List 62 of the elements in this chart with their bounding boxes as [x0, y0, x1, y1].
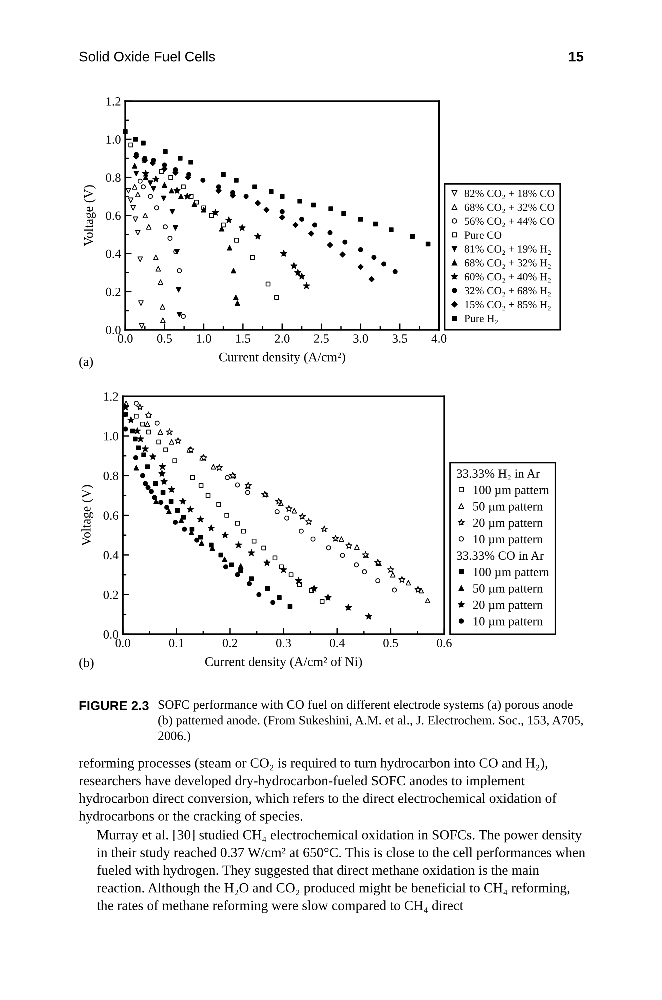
- text: reforming processes (steam or CO₂ is required to turn hydrocarbon into CO and H₂), researchers have developed dry-hydrocarbon-fueled SOFC anodes to implement hydrocarbon direct conversion, which refers to the direct electrochemical oxidation of hydrocarbons or the cracking of species.: [79, 758, 557, 824]
- legend-label: Pure CO: [464, 232, 502, 239]
- y-axis-title: Voltage (V): [82, 485, 94, 546]
- legend-label: 56% CO₂ + 44% CO: [465, 218, 555, 228]
- legend-label: 20 µm pattern: [473, 600, 543, 612]
- y-tick-label: 1.0: [106, 136, 121, 144]
- legend-label: 32% CO₂ + 68% H₂: [464, 287, 551, 297]
- y-tick-label: 0.0: [106, 326, 121, 335]
- y-tick-label: 0.8: [106, 174, 121, 182]
- y-tick-label: 1.2: [104, 392, 118, 402]
- legend-label: 68% CO₂ + 32% CO: [464, 204, 555, 214]
- legend-label: 81% CO₂ + 19% H₂: [464, 246, 551, 255]
- x-tick-label: 3.0: [354, 334, 368, 344]
- y-tick-label: 0.2: [106, 288, 121, 296]
- x-tick-label: 1.5: [236, 334, 250, 344]
- legend-label: 82% CO₂ + 18% CO: [464, 190, 555, 200]
- text: Murray et al. [30] studied CH₄ electrochemical oxidation in SOFCs. The power density in their study reached 0.37 W/cm² at 650°C. This is close to the cell performances when fueled with hydrogen. They suggested that direct methane oxidation is the main reaction. Although the H₂O and CO₂ produced might be beneficial to CH₄ reforming, the rates of methane reforming were slow compared to CH₄ direct: [97, 830, 586, 914]
- x-tick-label: 0.4: [330, 639, 345, 648]
- text: Solid Oxide Fuel Cells: [80, 52, 216, 62]
- legend-label: 15% CO₂ + 85% H₂: [465, 301, 551, 311]
- y-tick-label: 0.4: [104, 551, 119, 560]
- x-tick-label: 2.0: [275, 334, 290, 344]
- text: SOFC performance with CO fuel on different electrode systems (a) porous anode (b) patterned anode. (From Sukeshini, A.M. et al., J. Electrochem. Soc., 153, A705, 2006.): [158, 700, 584, 743]
- x-tick-label: 0.5: [157, 334, 172, 344]
- x-tick-label: 1.0: [197, 334, 212, 344]
- text: 33.33% H₂ in Ar: [457, 470, 540, 480]
- legend-label: 50 µm pattern: [474, 584, 543, 596]
- y-tick-label: 0.4: [106, 250, 122, 258]
- y-tick-label: 0.0: [104, 630, 118, 640]
- legend-label: 20 µm pattern: [473, 518, 543, 530]
- x-tick-label: 0.2: [222, 639, 238, 648]
- x-tick-label: 4.0: [432, 334, 447, 344]
- legend-label: 10 µm pattern: [474, 617, 543, 628]
- x-tick-label: 0.0: [118, 334, 133, 344]
- y-axis-title: Voltage (V): [84, 185, 96, 246]
- text: 33.33% CO in Ar: [457, 552, 544, 560]
- x-tick-label: 0.6: [437, 639, 452, 648]
- y-tick-label: 0.6: [104, 512, 119, 520]
- x-tick-label: 2.5: [314, 334, 329, 344]
- y-tick-label: 0.6: [106, 212, 121, 220]
- caption: FIGURE 2.3: [80, 701, 149, 710]
- x-axis-title: Current density (A/cm²): [219, 352, 346, 364]
- legend-label: 10 µm pattern: [474, 535, 543, 546]
- legend-label: 50 µm pattern: [474, 502, 543, 514]
- legend-label: 60% CO₂ + 40% H₂: [464, 273, 551, 283]
- legend-label: Pure H₂: [464, 315, 498, 324]
- text: (a): [80, 357, 94, 369]
- x-axis-title: Current density (A/cm² of Ni): [205, 656, 362, 670]
- legend-label: 100 µm pattern: [474, 486, 550, 497]
- text: 15: [569, 52, 584, 62]
- x-tick-label: 0.0: [116, 639, 130, 648]
- y-tick-label: 1.0: [104, 432, 118, 441]
- x-tick-label: 0.3: [276, 639, 292, 648]
- text: (b): [80, 658, 94, 670]
- legend-label: 100 µm pattern: [474, 568, 550, 580]
- y-tick-label: 0.8: [104, 472, 118, 480]
- x-tick-label: 0.1: [169, 639, 184, 648]
- y-tick-label: 1.2: [106, 97, 121, 106]
- y-tick-label: 0.2: [104, 590, 118, 600]
- legend-label: 68% CO₂ + 32% H₂: [464, 259, 551, 269]
- x-tick-label: 0.5: [384, 639, 398, 648]
- x-tick-label: 3.5: [392, 334, 408, 344]
